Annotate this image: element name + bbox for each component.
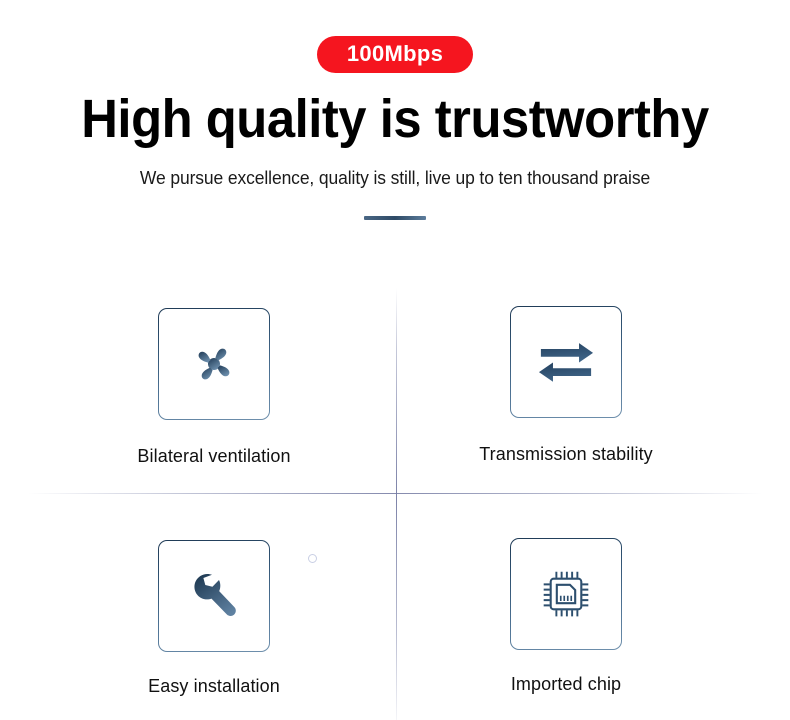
- page-subtitle: We pursue excellence, quality is still, …: [139, 168, 651, 188]
- feature-label: Bilateral ventilation: [137, 446, 291, 466]
- accent-divider: [364, 216, 426, 220]
- chip-icon: [538, 566, 594, 622]
- grid-divider-vertical: [396, 288, 397, 720]
- feature-label: Easy installation: [148, 676, 280, 696]
- feature-item-bilateral-ventilation: Bilateral ventilation: [44, 308, 384, 467]
- feature-grid: Bilateral ventilation: [0, 288, 790, 720]
- grid-divider-horizontal: [28, 493, 762, 494]
- feature-item-easy-installation: Easy installation: [44, 540, 384, 697]
- fan-icon: [184, 334, 244, 394]
- transfer-arrows-icon: [535, 334, 597, 390]
- feature-label: Imported chip: [510, 674, 622, 694]
- wrench-icon: [185, 567, 243, 625]
- feature-icon-box: [158, 540, 270, 652]
- feature-icon-box: [510, 306, 622, 418]
- feature-label: Transmission stability: [479, 444, 653, 464]
- feature-item-imported-chip: Imported chip: [396, 538, 736, 695]
- feature-icon-box: [510, 538, 622, 650]
- badge-row: 100Mbps: [0, 36, 790, 74]
- speed-badge: 100Mbps: [316, 36, 474, 74]
- feature-icon-box: [158, 308, 270, 420]
- feature-item-transmission-stability: Transmission stability: [396, 306, 736, 465]
- page-title: High quality is trustworthy: [81, 89, 709, 149]
- ring-marker-icon: [308, 554, 317, 563]
